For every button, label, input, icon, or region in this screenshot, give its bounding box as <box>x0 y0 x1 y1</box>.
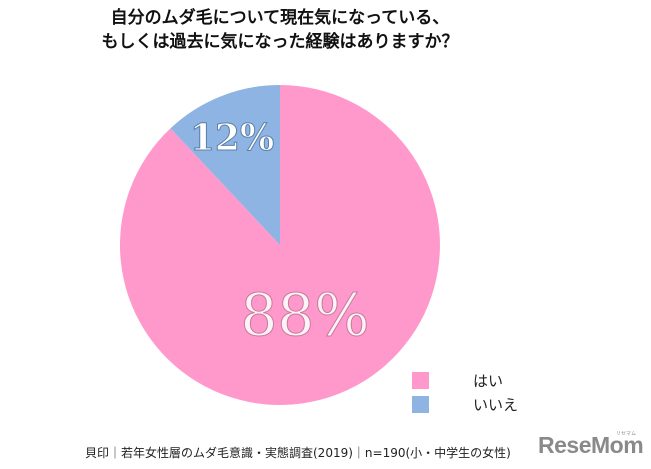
chart-title: 自分のムダ毛について現在気になっている、 もしくは過去に気になった経験はあります… <box>60 6 500 54</box>
source-note: 貝印｜若年女性層のムダ毛意識・実態調査(2019)｜n=190(小・中学生の女性… <box>85 446 511 460</box>
chart-title-line2: もしくは過去に気になった経験はありますか？ <box>101 32 459 52</box>
legend-swatch-yes <box>412 371 429 389</box>
legend-item-yes: はい <box>412 368 518 392</box>
legend-label-yes: はい <box>473 371 504 390</box>
chart-title-line1: 自分のムダ毛について現在気になっている、 <box>110 8 450 28</box>
legend: はい いいえ <box>412 368 518 416</box>
pie-slice-yes <box>119 85 440 405</box>
resemom-logo: ReseMom <box>538 432 644 458</box>
pie-slice-no <box>170 85 280 245</box>
legend-label-no: いいえ <box>473 395 519 414</box>
logo-subtext: リセマム <box>616 431 637 437</box>
label-no-pct: 12% <box>190 117 274 159</box>
legend-item-no: いいえ <box>412 392 518 416</box>
label-yes-pct: 88% <box>241 281 370 349</box>
legend-swatch-no <box>412 395 429 413</box>
